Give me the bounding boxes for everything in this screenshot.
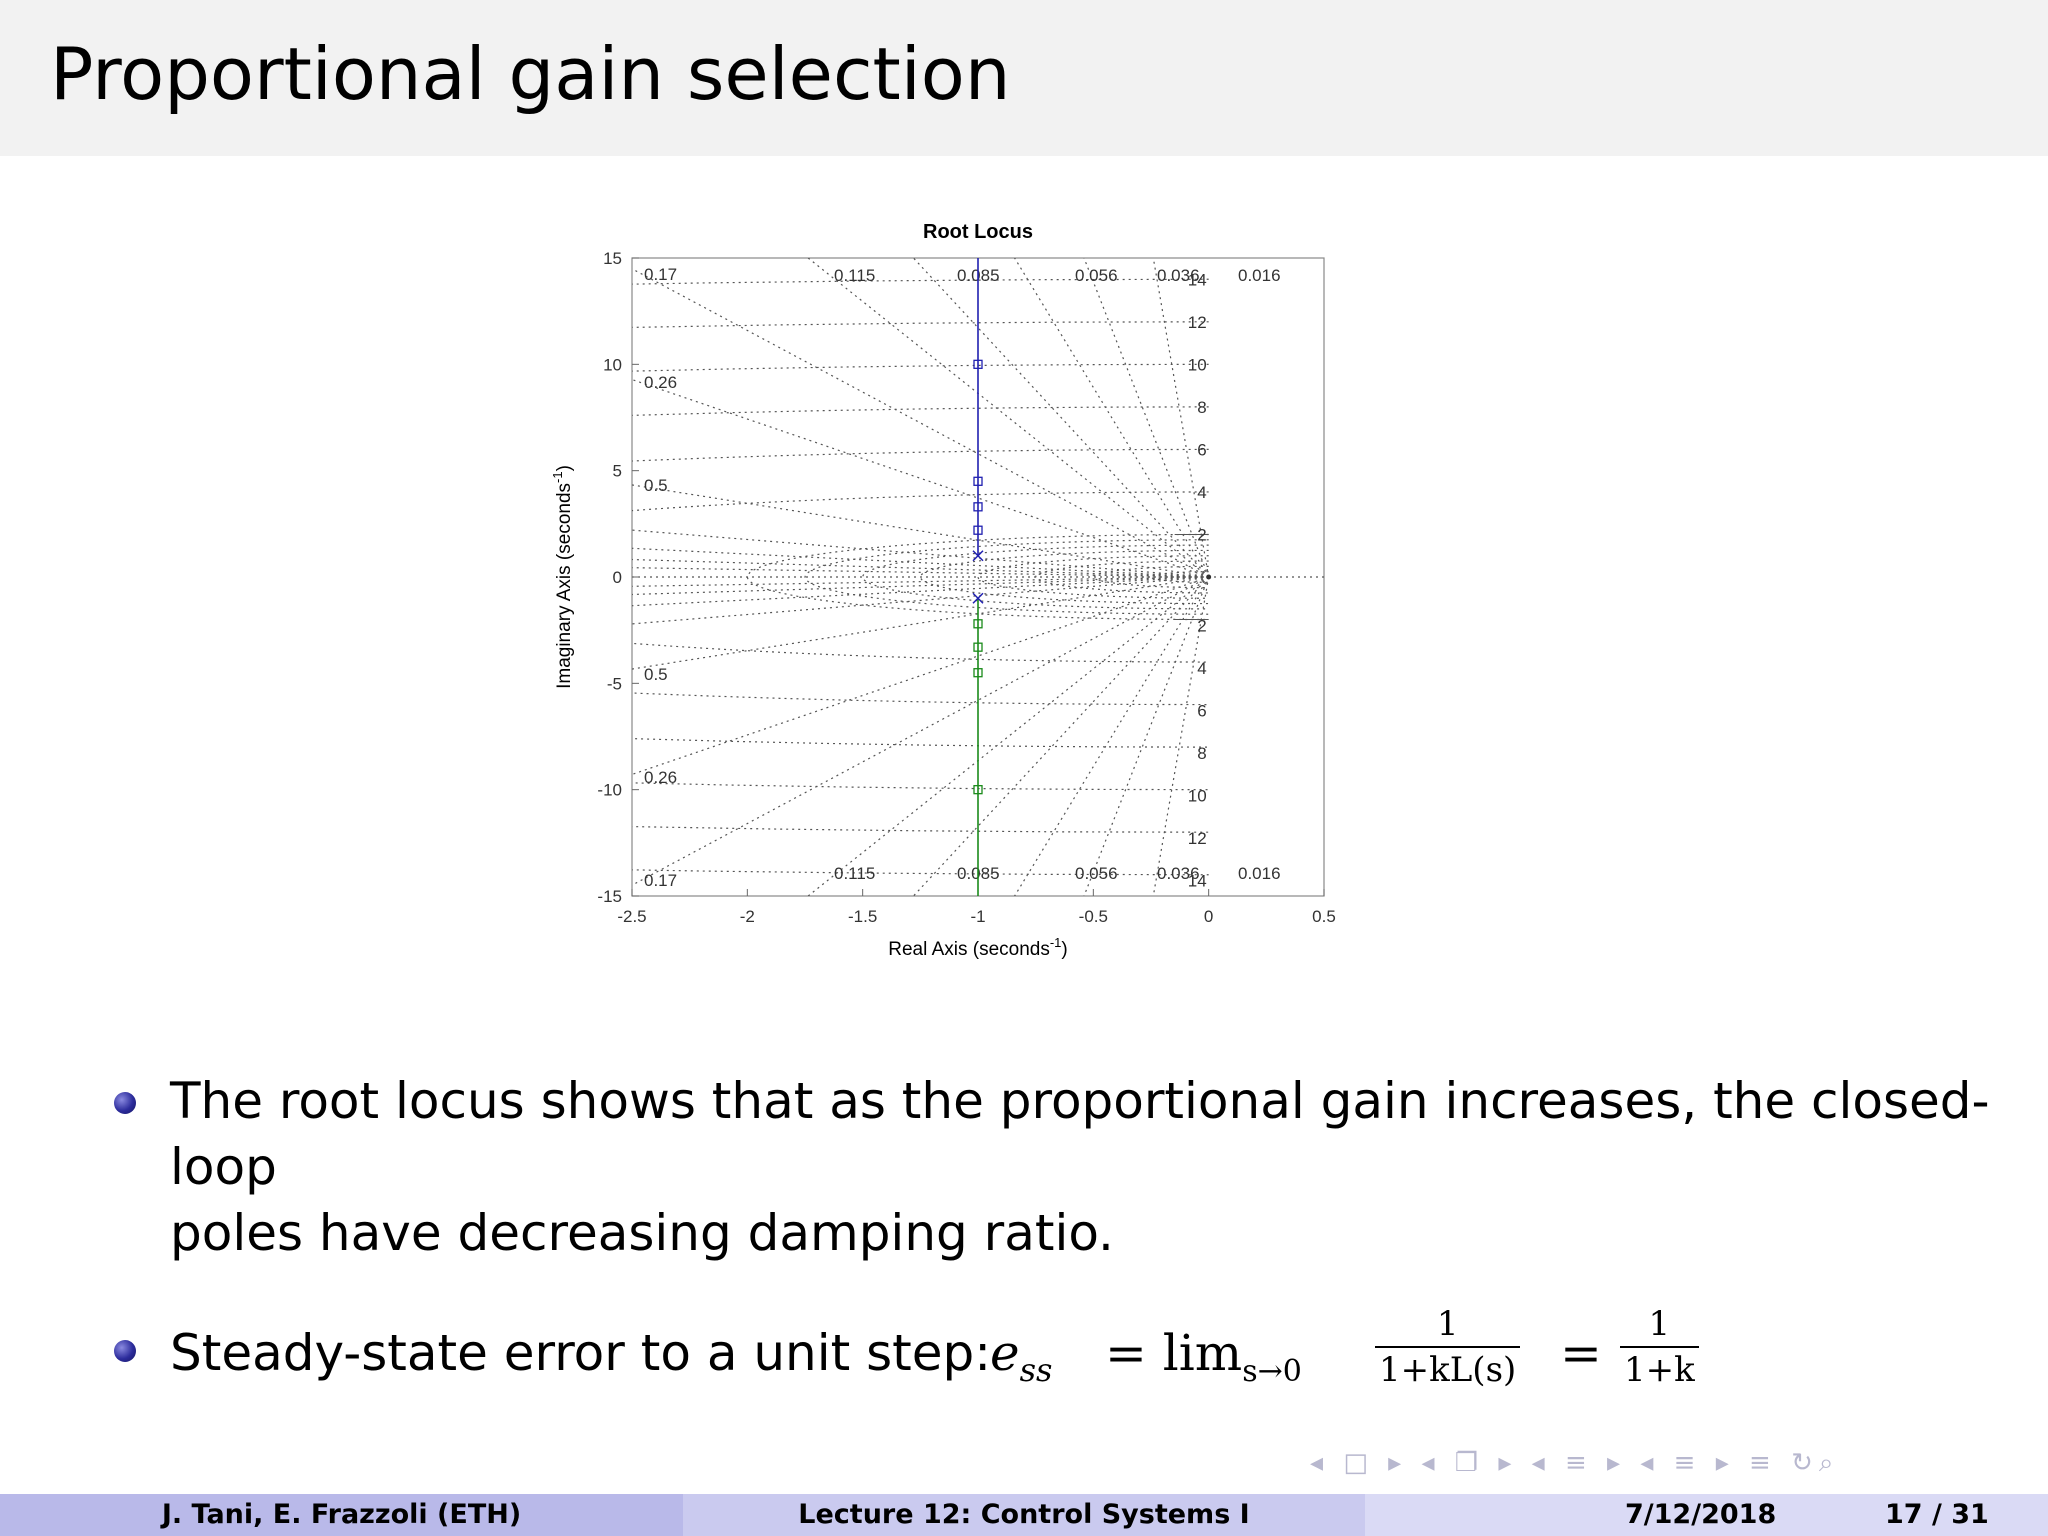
frequency-label: 2 (1197, 617, 1206, 636)
footer-authors: J. Tani, E. Frazzoli (ETH) (0, 1494, 683, 1536)
x-axis-label: Real Axis (seconds-1) (888, 935, 1067, 960)
footer: J. Tani, E. Frazzoli (ETH) Lecture 12: C… (0, 1494, 2048, 1536)
frequency-label: 6 (1197, 440, 1206, 459)
footer-lecture: Lecture 12: Control Systems I (683, 1494, 1365, 1536)
pole-marker (972, 550, 984, 562)
damping-label: 0.17 (644, 871, 677, 890)
damping-label: 0.115 (834, 266, 875, 285)
y-tick-label: -15 (597, 887, 622, 906)
x-tick-label: 0 (1204, 907, 1213, 926)
gain-marker (973, 668, 983, 678)
bullet-text-steady-state: Steady-state error to a unit step: (170, 1324, 992, 1382)
fraction-1: 1 1+kL(s) (1375, 1302, 1521, 1392)
footer-date: 7/12/2018 (1625, 1499, 1777, 1530)
gain-marker (973, 476, 983, 486)
damping-label: 0.056 (1075, 266, 1118, 285)
y-tick-label: 15 (603, 249, 622, 268)
frequency-label: 12 (1188, 313, 1207, 332)
frequency-label: 8 (1197, 744, 1206, 763)
frequency-label: 2 (1197, 525, 1206, 544)
y-tick-label: 10 (603, 355, 622, 374)
gain-marker (973, 502, 983, 512)
math-ess: ess (990, 1324, 1053, 1389)
x-tick-label: -1.5 (848, 907, 877, 926)
x-tick-label: -2 (740, 907, 755, 926)
grid-lines (632, 258, 1324, 896)
damping-label: 0.5 (644, 476, 668, 495)
math-equals: = (1560, 1324, 1602, 1382)
math-lim: = lims→0 (1105, 1324, 1302, 1389)
frequency-label: 14 (1188, 872, 1207, 891)
footer-right: 7/12/2018 17 / 31 (1365, 1494, 2048, 1536)
frequency-label: 4 (1197, 659, 1206, 678)
frequency-label: 10 (1188, 787, 1207, 806)
bullet-text-line1: The root locus shows that as the proport… (170, 1072, 1990, 1196)
chart-title: Root Locus (923, 221, 1033, 243)
footer-page-number: 17 / 31 (1885, 1499, 1989, 1530)
x-tick-label: -0.5 (1079, 907, 1108, 926)
y-tick-label: -5 (607, 674, 622, 693)
bullet-steady-state: Steady-state error to a unit step: ess =… (110, 1304, 1990, 1404)
bullet-dot (114, 1092, 136, 1114)
gain-marker (973, 642, 983, 652)
beamer-nav-controls[interactable]: ◂ □ ▸ ◂ ❐ ▸ ◂ ≡ ▸ ◂ ≡ ▸ ≡ ↻⌕ (1310, 1448, 1840, 1478)
title-bar: Proportional gain selection (0, 0, 2048, 156)
frequency-label: 14 (1188, 270, 1207, 289)
y-tick-label: 5 (613, 462, 622, 481)
y-tick-label: -10 (597, 781, 622, 800)
bullet-text-line2: poles have decreasing damping ratio. (170, 1204, 1114, 1262)
frequency-contour (977, 555, 1209, 599)
bullet-dot (114, 1340, 136, 1362)
x-tick-label: 0.5 (1312, 907, 1336, 926)
frequency-label: 8 (1197, 398, 1206, 417)
gain-marker (973, 619, 983, 629)
pole-marker (972, 592, 984, 604)
damping-label: 0.036 (1157, 864, 1200, 883)
frequency-contour (862, 544, 1209, 610)
slide-title: Proportional gain selection (50, 32, 1011, 116)
bullet-root-locus: The root locus shows that as the proport… (110, 1068, 1990, 1266)
bullet-list: The root locus shows that as the proport… (110, 1068, 1990, 1404)
x-tick-label: -1 (970, 907, 985, 926)
damping-label: 0.26 (644, 768, 677, 787)
gain-marker (973, 359, 983, 369)
damping-label: 0.016 (1238, 266, 1281, 285)
frequency-label: 4 (1197, 483, 1206, 502)
fraction-2: 1 1+k (1620, 1302, 1699, 1392)
damping-label: 0.036 (1157, 266, 1200, 285)
y-tick-label: 0 (613, 568, 622, 587)
damping-label: 0.016 (1238, 864, 1281, 883)
damping-label: 0.056 (1075, 864, 1118, 883)
gain-marker (973, 525, 983, 535)
root-locus-chart: -2.5 -2 -1.5 -1 -0.5 0 0.5 15 10 5 0 -5 -10 -15 0.17 0.… (550, 221, 1336, 960)
damping-label: 0.26 (644, 373, 677, 392)
damping-label: 0.17 (644, 265, 677, 284)
frequency-contour (919, 549, 1209, 605)
gain-marker (973, 785, 983, 795)
y-axis-label: Imaginary Axis (seconds-1) (550, 465, 575, 689)
damping-ray (912, 576, 1210, 896)
frequency-label: 10 (1188, 355, 1207, 374)
damping-ray (912, 258, 1210, 578)
frequency-label: 6 (1197, 702, 1206, 721)
damping-label: 0.115 (834, 864, 875, 883)
origin-point (1206, 574, 1212, 580)
damping-label: 0.5 (644, 665, 668, 684)
frequency-label: 12 (1188, 829, 1207, 848)
x-tick-label: -2.5 (617, 907, 646, 926)
frequency-contour (804, 539, 1209, 615)
